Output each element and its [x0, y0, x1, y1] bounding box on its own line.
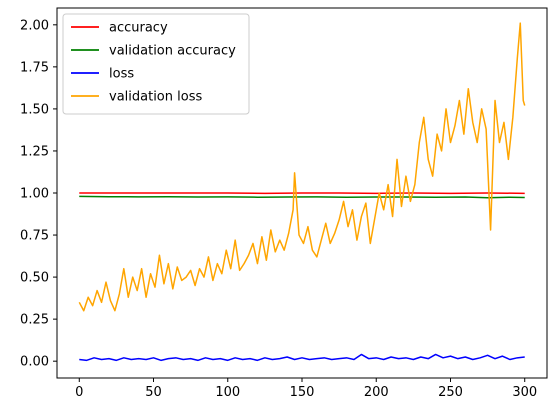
y-axis: 0.00 0.25 0.50 0.75 1.00 1.25 1.50 1.75 2.00 [20, 18, 57, 370]
y-tick-label: 1.50 [20, 102, 49, 117]
legend-label-validation-loss: validation loss [109, 90, 202, 105]
series-line-validation-loss [78, 22, 526, 312]
y-tick-label: 1.00 [20, 187, 49, 202]
x-axis: 0 50 100 150 200 250 300 [75, 378, 537, 400]
y-tick-label: 0.00 [20, 355, 49, 370]
series-line-validation-accuracy [79, 195, 525, 199]
x-tick-label: 200 [364, 385, 389, 400]
series-line-loss [79, 353, 525, 362]
legend: accuracy validation accuracy loss validatio… [62, 13, 250, 115]
x-tick-label: 250 [438, 385, 463, 400]
x-tick-label: 100 [215, 385, 240, 400]
series-layer [78, 22, 526, 362]
legend-label-accuracy: accuracy [109, 21, 168, 36]
x-tick-label: 0 [75, 385, 83, 400]
legend-label-validation-accuracy: validation accuracy [109, 44, 236, 59]
x-tick-label: 50 [145, 385, 162, 400]
y-tick-label: 2.00 [20, 18, 49, 33]
x-tick-label: 300 [512, 385, 537, 400]
y-tick-label: 0.25 [20, 313, 49, 328]
y-tick-label: 1.75 [20, 60, 49, 75]
x-tick-label: 150 [290, 385, 315, 400]
y-tick-label: 0.50 [20, 271, 49, 286]
y-tick-label: 0.75 [20, 229, 49, 244]
legend-box [62, 13, 250, 115]
y-tick-label: 1.25 [20, 144, 49, 159]
legend-label-loss: loss [109, 67, 134, 82]
